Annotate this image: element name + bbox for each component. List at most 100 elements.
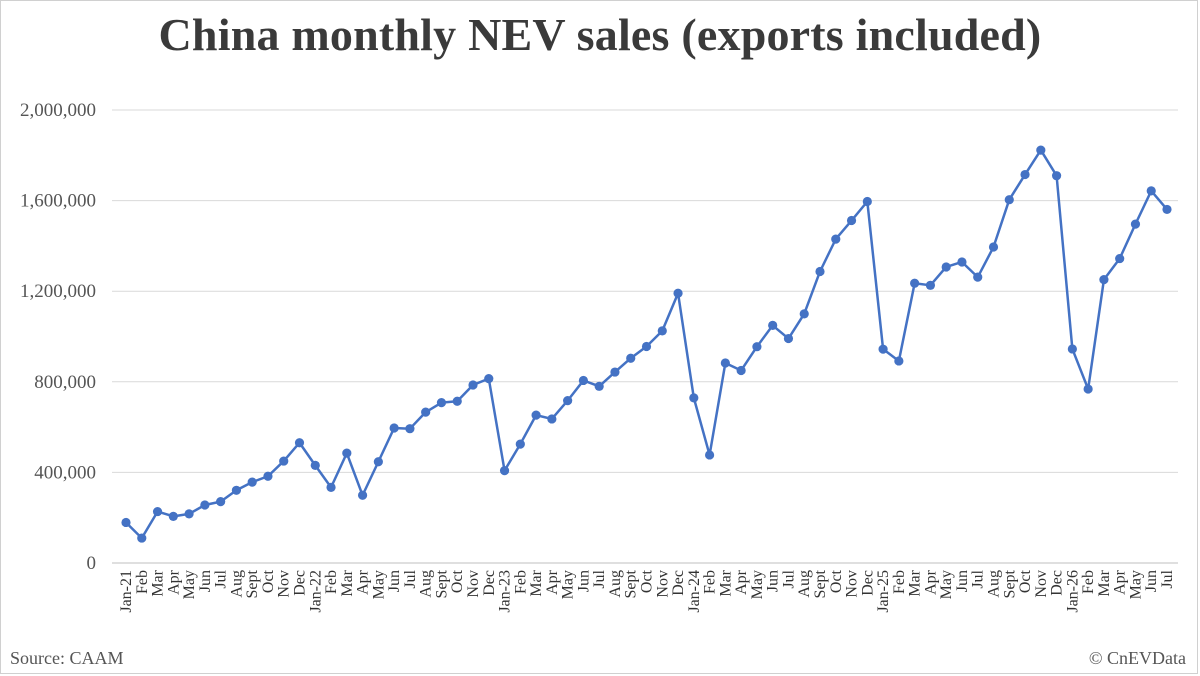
x-tick-label: Oct: [639, 569, 656, 593]
data-point: [168, 511, 178, 521]
x-tick-label: Jan-24: [686, 570, 703, 613]
x-tick-label: Nov: [465, 570, 482, 598]
x-tick-label: Sept: [1001, 569, 1018, 598]
data-point: [484, 374, 494, 384]
x-tick-label: Sept: [433, 569, 450, 598]
data-point: [357, 490, 368, 500]
x-tick-label: Jul: [780, 569, 797, 588]
x-tick-label: Jul: [213, 569, 230, 588]
data-point: [563, 395, 573, 406]
data-point: [878, 344, 888, 354]
x-tick-label: Nov: [654, 570, 671, 598]
data-point: [310, 460, 320, 470]
x-tick-label: Sept: [812, 569, 829, 598]
data-point: [1083, 384, 1093, 394]
y-tick-label: 800,000: [34, 372, 96, 393]
x-tick-label: Aug: [796, 570, 813, 598]
x-tick-label: Oct: [828, 569, 845, 593]
data-point: [152, 506, 163, 517]
data-point: [973, 272, 983, 282]
x-tick-label: May: [181, 570, 198, 599]
y-tick-label: 1,200,000: [20, 281, 96, 302]
data-point: [846, 215, 857, 226]
data-point: [1162, 204, 1172, 215]
data-point: [468, 380, 478, 390]
data-point: [531, 410, 541, 420]
data-point: [405, 424, 415, 434]
x-tick-label: Oct: [260, 569, 277, 593]
data-point: [768, 320, 778, 331]
x-tick-label: Jan-26: [1064, 570, 1081, 613]
x-tick-label: Aug: [228, 570, 245, 598]
x-tick-label: Mar: [1096, 569, 1113, 596]
data-point: [925, 280, 936, 290]
data-point: [1051, 171, 1062, 181]
gridlines: [112, 109, 1178, 564]
x-tick-label: May: [1127, 570, 1144, 599]
data-point: [547, 414, 557, 424]
data-point: [373, 457, 383, 467]
x-tick-label: Mar: [907, 569, 924, 596]
data-point: [137, 533, 147, 543]
data-point: [279, 456, 289, 466]
data-point: [957, 257, 967, 267]
x-tick-label: May: [560, 570, 577, 599]
data-point: [610, 367, 620, 377]
x-tick-label: Jan-25: [875, 570, 892, 613]
x-tick-label: Feb: [702, 570, 719, 594]
x-tick-label: May: [938, 570, 955, 599]
data-point: [862, 196, 872, 207]
data-point: [389, 423, 399, 433]
x-axis-ticks: Jan-21FebMarAprMayJunJulAugSeptOctNovDec…: [118, 569, 1176, 612]
x-tick-label: Nov: [1033, 570, 1050, 598]
data-point: [736, 365, 746, 376]
credit-note: © CnEVData: [1088, 648, 1186, 668]
data-point: [499, 465, 510, 476]
x-tick-label: Jun: [386, 570, 403, 592]
data-point: [1099, 275, 1109, 285]
x-tick-label: Mar: [339, 569, 356, 596]
data-point: [626, 353, 636, 363]
y-tick-label: 1,600,000: [20, 191, 96, 212]
x-tick-label: Nov: [844, 570, 861, 598]
source-note: Source: CAAM: [10, 648, 124, 668]
data-point: [326, 482, 336, 492]
x-tick-label: Sept: [623, 569, 640, 598]
x-tick-label: Apr: [165, 569, 182, 595]
data-point: [673, 288, 683, 298]
data-point: [910, 278, 920, 288]
data-point: [704, 450, 715, 460]
x-tick-label: Apr: [733, 569, 750, 595]
y-tick-label: 2,000,000: [20, 100, 96, 121]
x-tick-label: Aug: [418, 570, 435, 598]
x-tick-label: Aug: [986, 570, 1003, 598]
data-point: [200, 500, 210, 510]
x-tick-label: Jun: [197, 570, 214, 592]
x-tick-label: Nov: [276, 570, 293, 598]
x-tick-label: Apr: [355, 569, 372, 595]
data-point: [342, 448, 352, 458]
x-tick-label: Jul: [1159, 569, 1176, 588]
x-tick-label: Apr: [1112, 569, 1129, 595]
x-tick-label: Dec: [292, 570, 309, 596]
y-axis-ticks: 0 400,000 800,000 1,200,000 1,600,000 2,000,0…: [20, 100, 96, 574]
x-tick-label: May: [749, 570, 766, 599]
data-point: [436, 398, 447, 408]
x-tick-label: Feb: [512, 570, 529, 594]
y-tick-label: 400,000: [34, 462, 96, 483]
x-tick-label: Dec: [859, 570, 876, 596]
data-point: [1036, 145, 1046, 155]
x-tick-label: Dec: [670, 570, 687, 596]
x-tick-label: Feb: [323, 570, 340, 594]
x-tick-label: May: [370, 570, 387, 599]
data-point: [294, 438, 305, 448]
data-point: [641, 341, 652, 352]
data-point: [720, 358, 730, 368]
data-point: [1130, 219, 1141, 229]
x-tick-label: Jul: [970, 569, 987, 588]
x-tick-label: Mar: [717, 569, 734, 596]
x-tick-label: Jan-22: [307, 570, 324, 613]
x-tick-label: Mar: [528, 569, 545, 596]
x-tick-label: Jun: [954, 570, 971, 592]
